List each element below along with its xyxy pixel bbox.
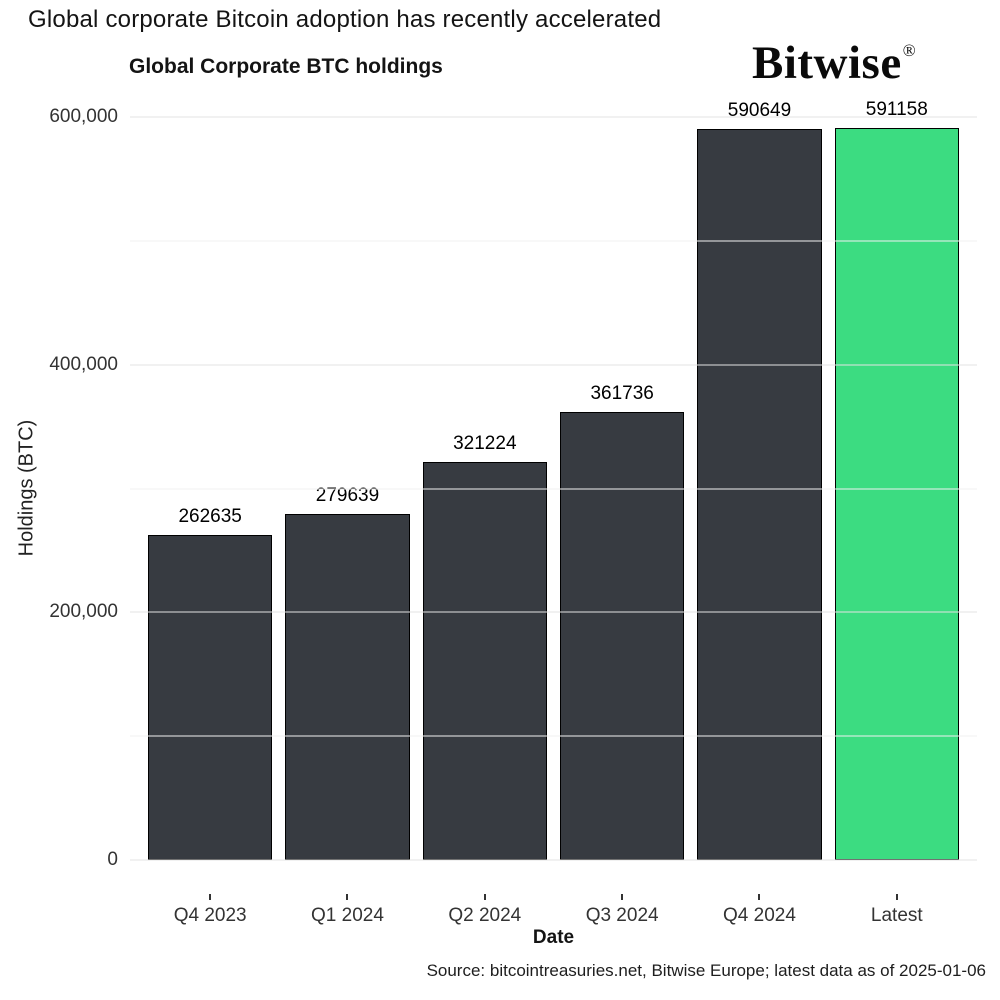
minor-gridline bbox=[130, 240, 977, 242]
bar-value-label: 591158 bbox=[865, 98, 928, 120]
x-tick-label: Q4 2024 bbox=[723, 905, 796, 926]
minor-gridline bbox=[130, 735, 977, 737]
major-gridline bbox=[130, 116, 977, 118]
chart-title: Global Corporate BTC holdings bbox=[129, 55, 443, 78]
page-title: Global corporate Bitcoin adoption has re… bbox=[28, 6, 662, 33]
x-axis: Q4 2023 Q1 2024 Q2 2024 Q3 2024 Q4 2024 Lates… bbox=[130, 860, 977, 927]
bar-value-label: 590649 bbox=[727, 99, 792, 121]
x-tick-mark bbox=[209, 894, 212, 900]
y-tick-label: 400,000 bbox=[49, 353, 118, 375]
x-axis-title: Date bbox=[532, 927, 575, 948]
y-tick-label: 200,000 bbox=[49, 601, 118, 623]
x-tick-label: Q3 2024 bbox=[585, 905, 659, 926]
bar-slot: 361736 bbox=[559, 117, 685, 860]
x-axis-slot: Q2 2024 bbox=[423, 860, 547, 927]
bar-slot: 279639 bbox=[285, 117, 410, 860]
major-gridline bbox=[130, 859, 977, 861]
source-note: Source: bitcointreasuries.net, Bitwise E… bbox=[426, 961, 986, 980]
x-tick-mark bbox=[621, 894, 624, 900]
x-axis-slot: Q3 2024 bbox=[560, 860, 684, 927]
bars-row: 262635 279639 321224 361736 590649 591158 bbox=[130, 99, 977, 860]
y-tick-label: 600,000 bbox=[49, 106, 118, 127]
registered-trademark-symbol: ® bbox=[902, 41, 917, 60]
x-tick-label: Q1 2024 bbox=[311, 905, 384, 926]
bar-slot: 321224 bbox=[422, 117, 547, 860]
x-tick-label: Q4 2023 bbox=[173, 905, 247, 926]
bar-value-label: 279639 bbox=[315, 484, 380, 506]
bitwise-logo-text: Bitwise bbox=[752, 37, 902, 89]
bar-value-label: 321224 bbox=[453, 433, 517, 455]
bar-q4-2023 bbox=[148, 534, 273, 860]
x-tick-mark bbox=[483, 894, 486, 900]
bar-latest bbox=[834, 127, 959, 860]
bar-slot: 590649 bbox=[697, 100, 822, 860]
major-gridline bbox=[130, 364, 977, 366]
minor-gridline bbox=[130, 488, 977, 489]
bitwise-logo: Bitwise® bbox=[752, 36, 917, 90]
x-tick-mark bbox=[758, 894, 761, 900]
y-axis: 0 200,000 400,000 600,000 bbox=[0, 106, 118, 870]
bar-value-label: 361736 bbox=[590, 383, 654, 405]
bar-q3-2024 bbox=[559, 412, 685, 860]
x-axis-slot: Q4 2023 bbox=[148, 860, 272, 927]
bar-slot: 262635 bbox=[148, 117, 273, 860]
plot-panel: 262635 279639 321224 361736 590649 591158 bbox=[130, 99, 977, 861]
x-tick-mark bbox=[346, 894, 349, 900]
bar-q4-2024 bbox=[697, 128, 822, 860]
x-axis-slot: Q4 2024 bbox=[697, 860, 821, 927]
x-tick-label: Q2 2024 bbox=[448, 905, 522, 926]
bar-q1-2024 bbox=[285, 513, 410, 860]
bar-q2-2024 bbox=[422, 462, 547, 860]
bar-value-label: 262635 bbox=[178, 505, 242, 527]
x-tick-label: Latest bbox=[870, 905, 923, 926]
major-gridline bbox=[130, 611, 977, 613]
x-axis-slot: Q1 2024 bbox=[285, 860, 409, 927]
bar-slot: 591158 bbox=[834, 99, 959, 860]
x-axis-slot: Latest bbox=[835, 860, 959, 927]
y-tick-label: 0 bbox=[107, 849, 118, 870]
x-tick-mark bbox=[895, 894, 898, 900]
